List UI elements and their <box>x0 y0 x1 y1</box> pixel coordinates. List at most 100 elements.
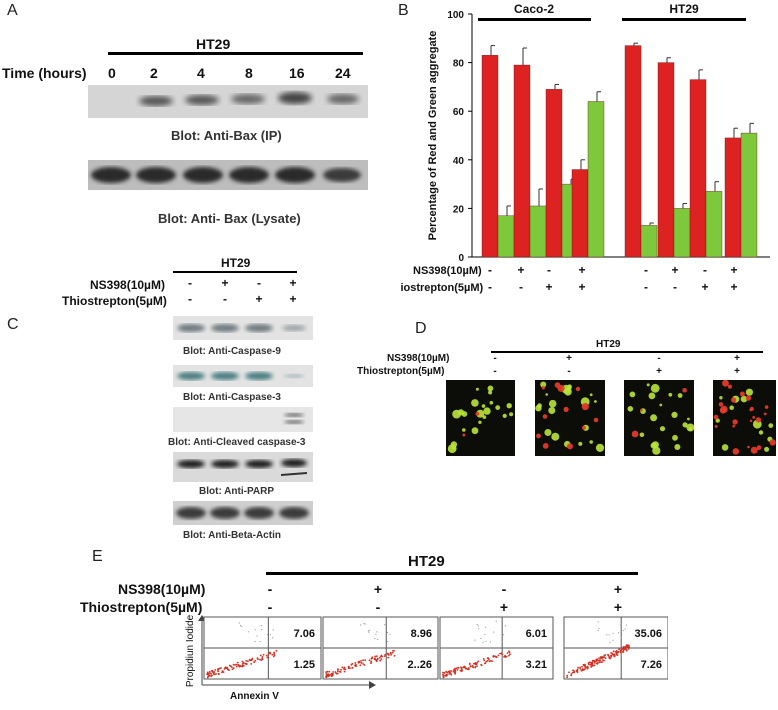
y-tick-label: 20 <box>453 204 465 215</box>
red-cell <box>536 433 541 439</box>
red-cell <box>755 417 761 423</box>
flow-event <box>445 670 448 673</box>
panel-c-sign: - <box>188 276 192 290</box>
flow-event <box>581 665 583 668</box>
flow-event-sparse <box>387 640 389 643</box>
green-bar <box>673 208 691 258</box>
red-cell <box>566 443 573 450</box>
panel-e-sign: - <box>267 599 273 615</box>
red-cell <box>541 386 545 390</box>
flow-event <box>340 668 342 671</box>
flow-event-sparse <box>474 639 476 641</box>
panel-e-sign: + <box>373 581 383 597</box>
flow-event <box>613 655 616 658</box>
flow-event-sparse <box>622 629 624 632</box>
green-cell <box>451 445 457 450</box>
red-cell <box>747 445 750 449</box>
red-cell <box>749 419 753 423</box>
group-label-caco2: Caco-2 <box>514 2 554 16</box>
flow-event-sparse <box>484 633 486 635</box>
panel-e-sign: + <box>613 581 623 597</box>
flow-event <box>329 673 332 676</box>
flow-event <box>226 666 228 669</box>
flow-event <box>618 648 620 651</box>
green-cell <box>672 434 678 441</box>
fluorescence-images <box>446 380 776 456</box>
green-cell <box>551 432 560 441</box>
green-cell <box>578 441 583 446</box>
flow-event-sparse <box>620 637 622 639</box>
red-bar <box>545 89 563 258</box>
flow-event <box>461 668 463 671</box>
flow-event <box>334 671 337 673</box>
flow-event <box>251 658 253 661</box>
flow-event <box>465 667 468 670</box>
panel-e-bracket <box>266 572 638 575</box>
y-tick-label: 0 <box>458 253 464 264</box>
red-cell <box>727 384 732 389</box>
panel-d-thiostrepton-label: Thiostrepton(5µM) <box>357 366 445 377</box>
flow-event <box>336 670 339 673</box>
green-cell <box>650 383 660 393</box>
flow-event <box>476 661 479 664</box>
red-bar <box>689 79 707 258</box>
flow-event-sparse <box>254 640 256 643</box>
flow-event <box>344 668 347 671</box>
green-cell <box>475 387 479 391</box>
panel-d-sign: - <box>493 353 497 364</box>
green-cell <box>545 393 548 396</box>
green-cell <box>650 442 657 449</box>
flow-event <box>332 671 334 673</box>
flow-event <box>261 656 264 658</box>
flow-event <box>443 672 446 674</box>
red-cell <box>731 397 737 403</box>
flow-event <box>598 657 600 659</box>
flow-event <box>386 652 389 655</box>
flow-event <box>600 661 603 663</box>
flow-event <box>374 657 376 660</box>
flow-event <box>622 646 625 648</box>
flow-event <box>483 659 486 662</box>
e-x-axis-label: Annexin V <box>230 691 279 702</box>
flow-event <box>326 670 328 673</box>
green-cell <box>758 430 764 435</box>
flow-event <box>362 659 364 662</box>
flow-event-sparse <box>272 637 274 639</box>
flow-event <box>241 665 244 668</box>
red-cell <box>682 388 687 393</box>
chart-sign: - <box>644 263 648 277</box>
flow-event-sparse <box>368 631 370 633</box>
green-cell <box>548 407 556 414</box>
quadrant-value-upper-right: 6.01 <box>526 628 547 640</box>
flow-event-sparse <box>374 637 376 640</box>
panel-d-cell-line: HT29 <box>596 339 621 350</box>
flow-event <box>262 653 265 656</box>
panel-e-sign: - <box>375 599 381 615</box>
red-bar <box>624 45 642 258</box>
chart-sign: + <box>730 280 737 294</box>
chart-sign: - <box>703 263 707 277</box>
flow-event <box>206 671 209 674</box>
flow-event <box>214 669 217 671</box>
flow-event <box>362 663 365 665</box>
quadrant-value-lower-right: 3.21 <box>526 659 547 671</box>
micrograph <box>446 380 515 456</box>
y-tick-label: 40 <box>453 156 465 167</box>
flow-event <box>245 660 247 662</box>
flow-event <box>380 658 383 660</box>
flow-event-sparse <box>598 627 600 630</box>
flow-event <box>215 673 217 675</box>
flow-event <box>612 653 614 656</box>
panel-a-cell-line: HT29 <box>196 36 231 52</box>
flow-event-sparse <box>504 625 507 627</box>
flow-event <box>376 658 379 660</box>
flow-event <box>589 663 592 666</box>
flow-event <box>374 655 376 658</box>
red-bar <box>571 169 589 258</box>
flow-event-sparse <box>597 629 599 632</box>
flow-event <box>571 671 574 674</box>
green-cell <box>564 388 572 396</box>
flow-event <box>209 672 211 675</box>
green-cell <box>677 393 683 398</box>
flow-event-sparse <box>597 621 599 623</box>
